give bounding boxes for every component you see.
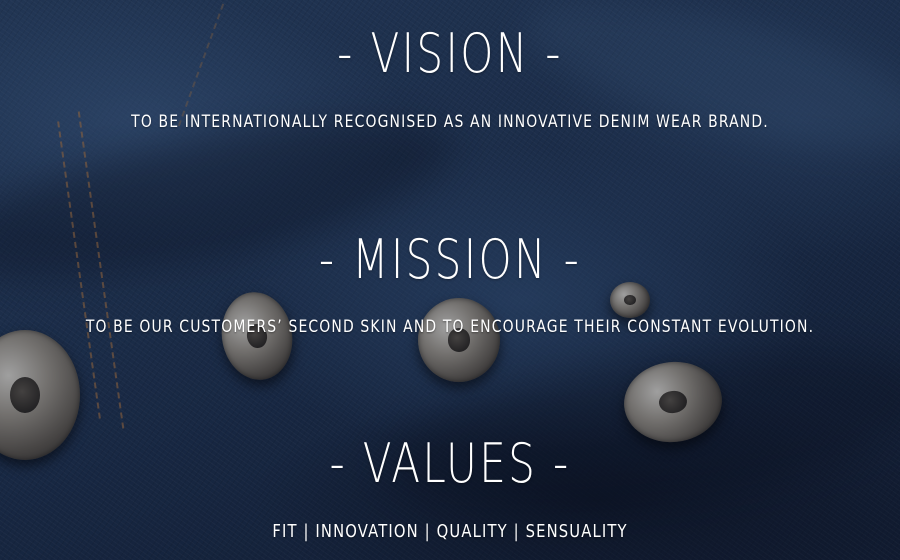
values-heading: - VALUES - (329, 432, 571, 495)
mission-heading: - MISSION - (318, 228, 582, 291)
metal-button-rivet (610, 282, 650, 318)
vision-statement: TO BE INTERNATIONALLY RECOGNISED AS AN I… (131, 112, 769, 132)
mission-statement: TO BE OUR CUSTOMERS’ SECOND SKIN AND TO … (85, 317, 815, 337)
metal-button-rivet (418, 298, 500, 382)
vision-heading: - VISION - (337, 22, 563, 85)
values-statement: FIT | INNOVATION | QUALITY | SENSUALITY (272, 521, 628, 542)
